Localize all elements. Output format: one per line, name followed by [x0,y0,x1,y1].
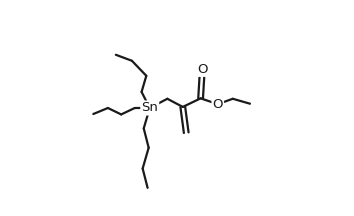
Text: O: O [197,63,207,76]
Text: O: O [212,98,223,111]
Text: Sn: Sn [141,102,158,114]
